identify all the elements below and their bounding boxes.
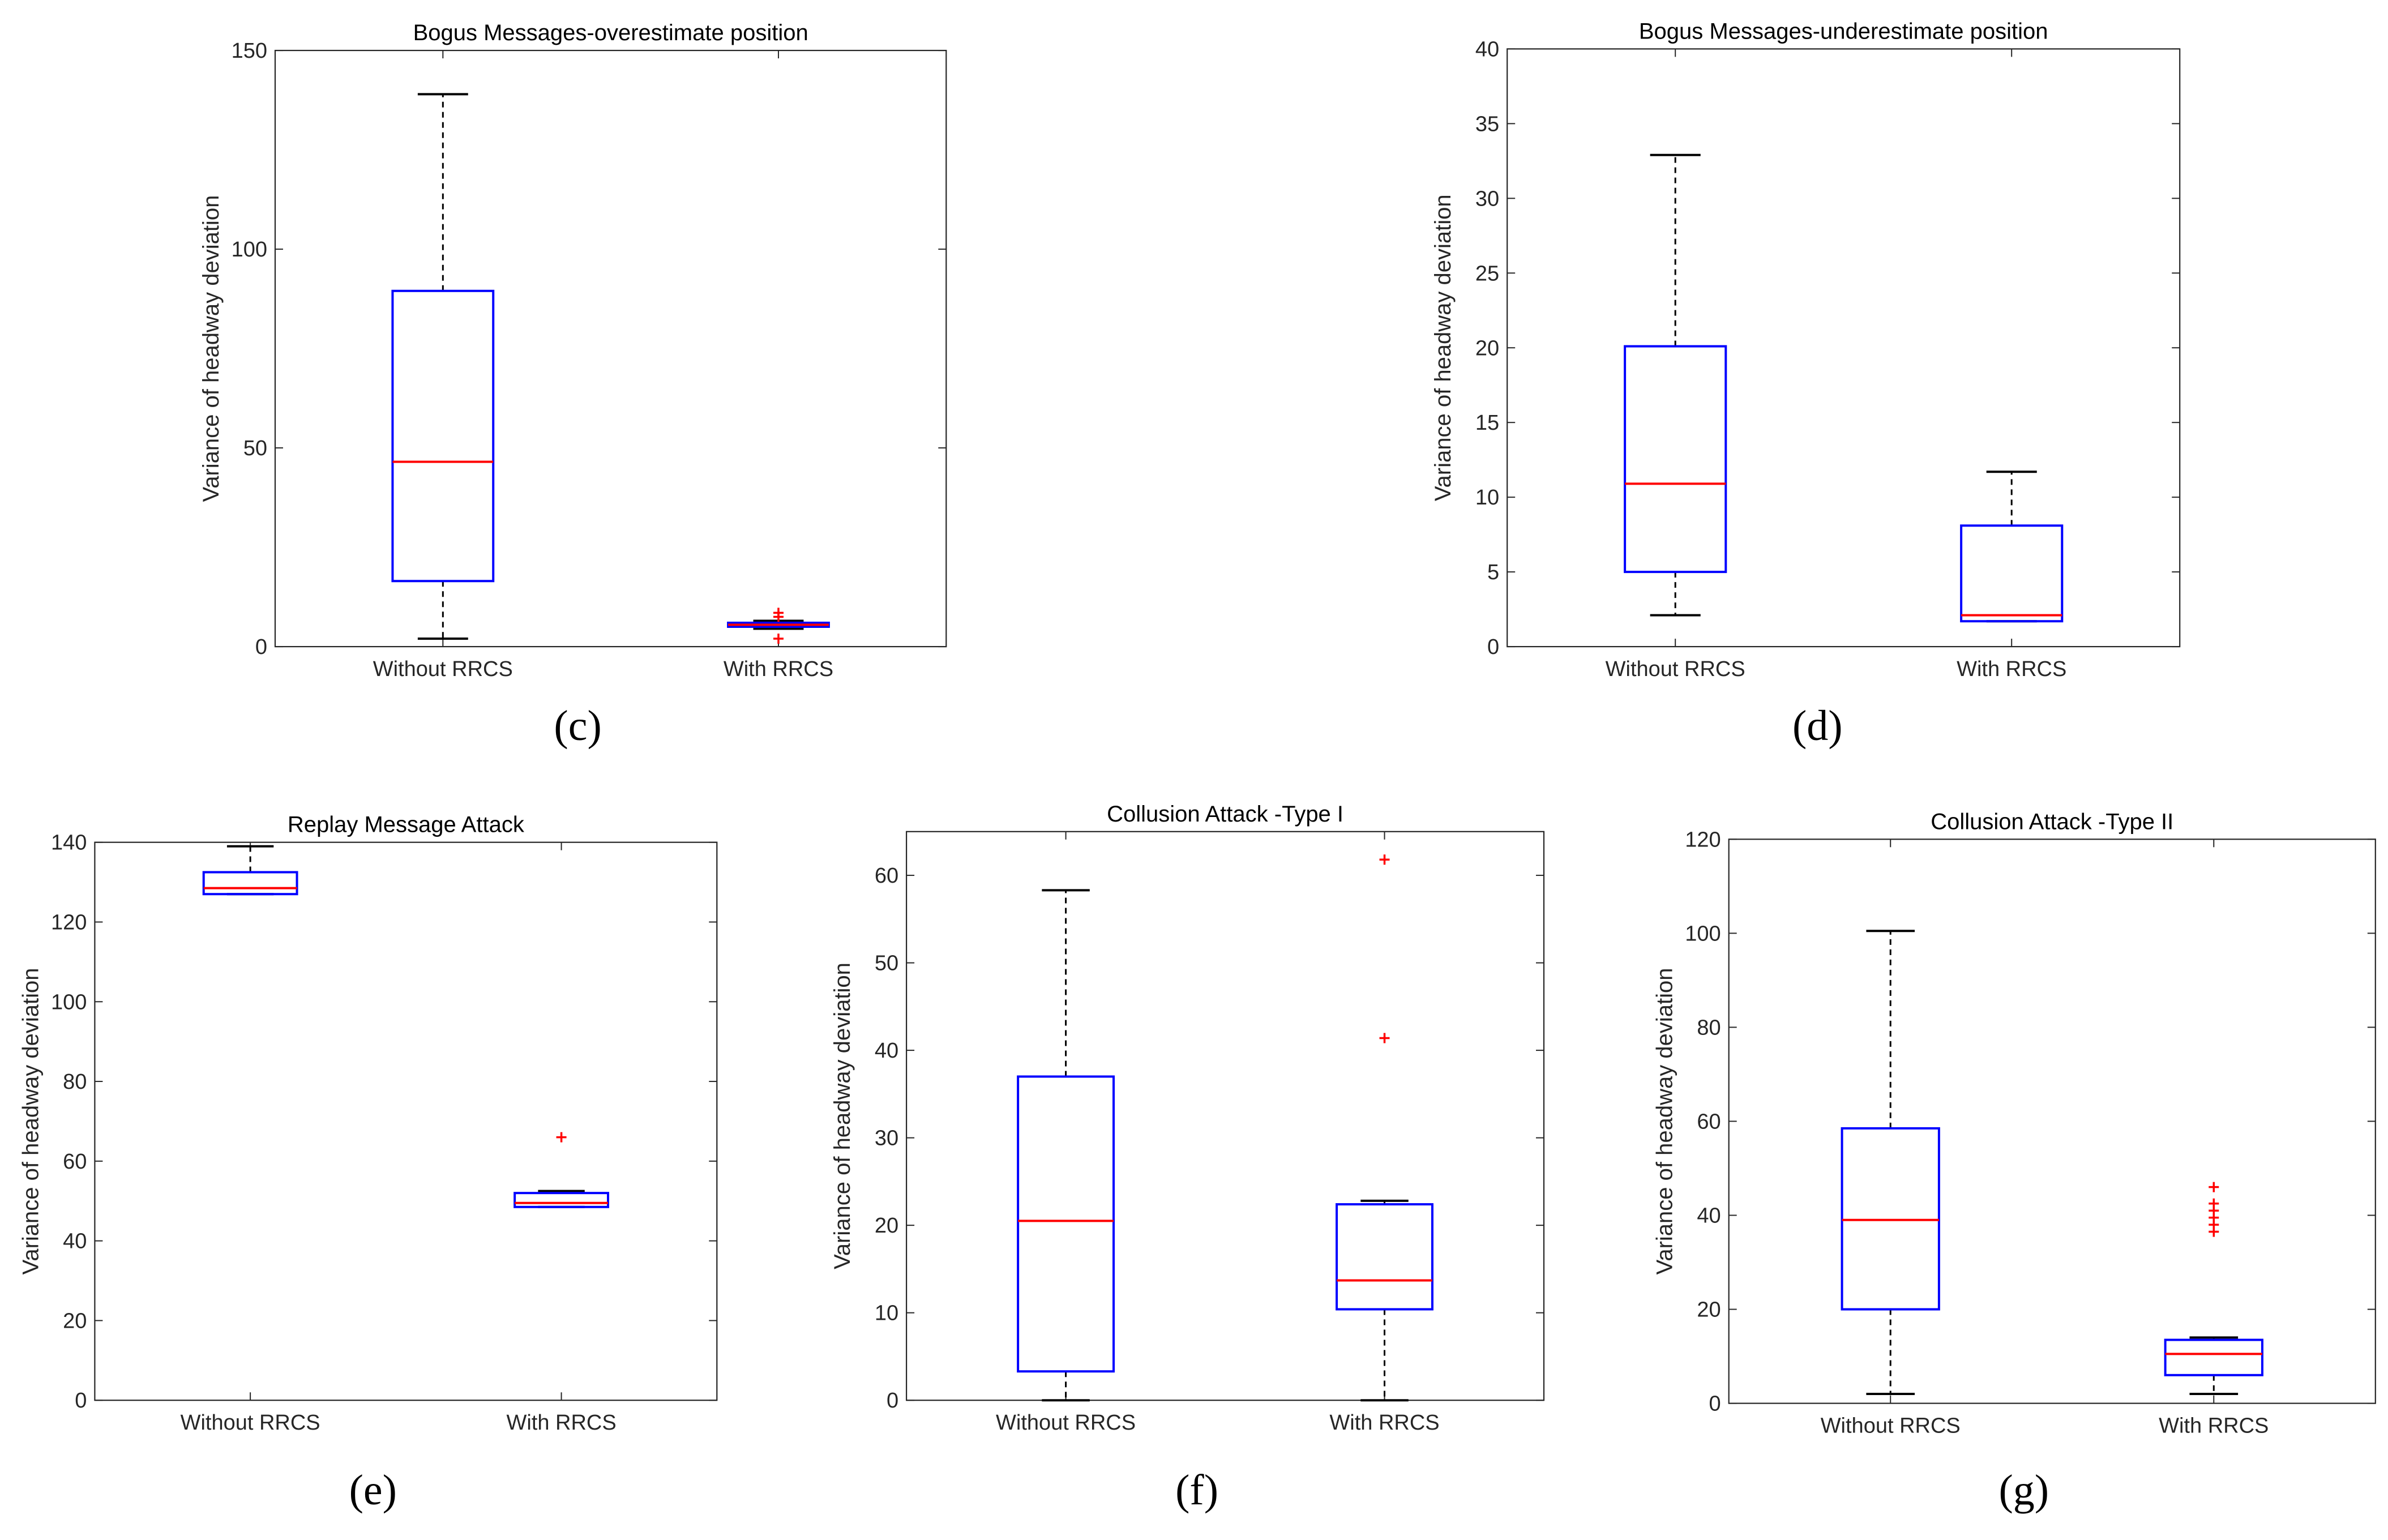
x-category-label: Without RRCS xyxy=(996,1411,1136,1435)
y-tick-label: 10 xyxy=(875,1302,898,1325)
outlier-marker xyxy=(2209,1182,2219,1192)
box-without-rrcs xyxy=(391,93,495,640)
chart-panel-1: 0 50 100 150 Without RRCS With RRCS Bogus Mess… xyxy=(199,20,947,750)
chart-title: Replay Message Attack xyxy=(288,812,525,837)
plot-area xyxy=(905,831,1545,1401)
y-tick-label: 40 xyxy=(875,1039,898,1063)
plot-area xyxy=(1507,48,2181,648)
box-without-rrcs xyxy=(202,845,298,896)
y-tick-label: 120 xyxy=(51,910,87,934)
y-axis-label: Variance of headway deviation xyxy=(830,962,855,1269)
box-iqr xyxy=(1624,345,1727,574)
box-iqr xyxy=(1841,1127,1940,1311)
box-without-rrcs xyxy=(1841,930,1940,1395)
y-axis-label: Variance of headway deviation xyxy=(199,195,224,502)
chart-panel-5: 0 20 40 60 80 100 120 Without RRCS With RRCS Coll… xyxy=(1653,809,2376,1514)
y-tick-label: 0 xyxy=(255,635,267,659)
y-tick-label: 20 xyxy=(875,1214,898,1238)
y-tick-label: 0 xyxy=(887,1389,898,1413)
chart-title: Bogus Messages-underestimate position xyxy=(1639,19,2048,44)
box-iqr xyxy=(391,289,495,583)
y-tick-label: 120 xyxy=(1685,828,1721,852)
box-with-rrcs xyxy=(1336,854,1433,1402)
box-with-rrcs xyxy=(727,608,830,644)
y-tick-label: 0 xyxy=(75,1389,87,1413)
outlier-marker xyxy=(2209,1198,2219,1209)
box-iqr xyxy=(2164,1338,2263,1376)
box-without-rrcs xyxy=(1624,153,1727,617)
box-with-rrcs xyxy=(2164,1182,2263,1395)
y-axis-label: Variance of headway deviation xyxy=(1653,968,1677,1275)
x-category-label: With RRCS xyxy=(2159,1414,2269,1438)
panel-label: (d) xyxy=(1792,702,1843,750)
outlier-marker xyxy=(556,1132,567,1143)
y-tick-label: 50 xyxy=(243,437,267,460)
panel-label: (f) xyxy=(1175,1466,1218,1514)
y-tick-label: 15 xyxy=(1475,411,1499,435)
x-category-label: Without RRCS xyxy=(373,657,513,681)
chart-title: Bogus Messages-overestimate position xyxy=(413,20,808,45)
y-tick-label: 100 xyxy=(1685,922,1721,946)
y-tick-label: 40 xyxy=(1697,1204,1721,1228)
x-category-label: With RRCS xyxy=(1329,1411,1439,1435)
y-tick-label: 20 xyxy=(1475,336,1499,360)
plot-area xyxy=(274,49,947,648)
box-iqr xyxy=(1017,1075,1115,1373)
y-tick-label: 40 xyxy=(1475,37,1499,61)
chart-title: Collusion Attack -Type II xyxy=(1931,809,2173,834)
outlier-marker xyxy=(773,634,784,644)
x-category-label: With RRCS xyxy=(724,657,833,681)
y-tick-label: 0 xyxy=(1709,1392,1721,1416)
y-tick-label: 100 xyxy=(232,238,267,262)
plot-area xyxy=(94,841,718,1401)
y-tick-label: 100 xyxy=(51,990,87,1014)
x-category-label: With RRCS xyxy=(1957,657,2066,681)
y-tick-label: 80 xyxy=(63,1070,87,1094)
y-tick-label: 50 xyxy=(875,952,898,976)
box-with-rrcs xyxy=(1960,470,2064,623)
outlier-marker xyxy=(773,608,784,618)
chart-title: Collusion Attack -Type I xyxy=(1107,802,1343,827)
y-tick-label: 35 xyxy=(1475,112,1499,136)
box-iqr xyxy=(202,871,298,896)
chart-panel-2: 0 5 10 15 20 25 30 35 40 Without RRCS With RRCS Bog… xyxy=(1431,19,2181,750)
panel-label: (e) xyxy=(349,1466,397,1514)
y-tick-label: 20 xyxy=(1697,1298,1721,1322)
y-axis-label: Variance of headway deviation xyxy=(1431,194,1456,501)
y-tick-label: 60 xyxy=(1697,1110,1721,1133)
box-iqr xyxy=(1336,1203,1433,1311)
y-tick-label: 10 xyxy=(1475,486,1499,510)
y-tick-label: 140 xyxy=(51,831,87,855)
y-tick-label: 5 xyxy=(1487,561,1499,584)
outlier-marker xyxy=(1379,1033,1390,1043)
y-tick-label: 30 xyxy=(1475,187,1499,211)
x-category-label: Without RRCS xyxy=(1606,657,1745,681)
y-tick-label: 150 xyxy=(232,39,267,63)
box-iqr xyxy=(1960,524,2064,623)
panel-label: (c) xyxy=(554,702,601,750)
chart-panel-3: 0 20 40 60 80 100 120 140 Without RRCS With RRCS R… xyxy=(18,812,718,1514)
y-axis-label: Variance of headway deviation xyxy=(18,968,43,1275)
box-without-rrcs xyxy=(1017,889,1115,1402)
x-category-label: With RRCS xyxy=(506,1411,616,1435)
y-tick-label: 20 xyxy=(63,1309,87,1333)
chart-panel-4: 0 10 20 30 40 50 60 Without RRCS With RRCS Collus… xyxy=(830,802,1545,1514)
box-with-rrcs xyxy=(513,1132,609,1208)
y-tick-label: 40 xyxy=(63,1230,87,1254)
y-tick-label: 80 xyxy=(1697,1016,1721,1040)
y-tick-label: 60 xyxy=(875,864,898,888)
panel-label: (g) xyxy=(1998,1466,2049,1514)
box-iqr xyxy=(513,1192,609,1208)
plot-area xyxy=(1728,839,2376,1404)
y-tick-label: 25 xyxy=(1475,262,1499,285)
x-category-label: Without RRCS xyxy=(181,1411,320,1435)
x-category-label: Without RRCS xyxy=(1821,1414,1961,1438)
y-tick-label: 30 xyxy=(875,1127,898,1150)
y-tick-label: 60 xyxy=(63,1150,87,1174)
y-tick-label: 0 xyxy=(1487,635,1499,659)
outlier-marker xyxy=(1379,854,1390,865)
